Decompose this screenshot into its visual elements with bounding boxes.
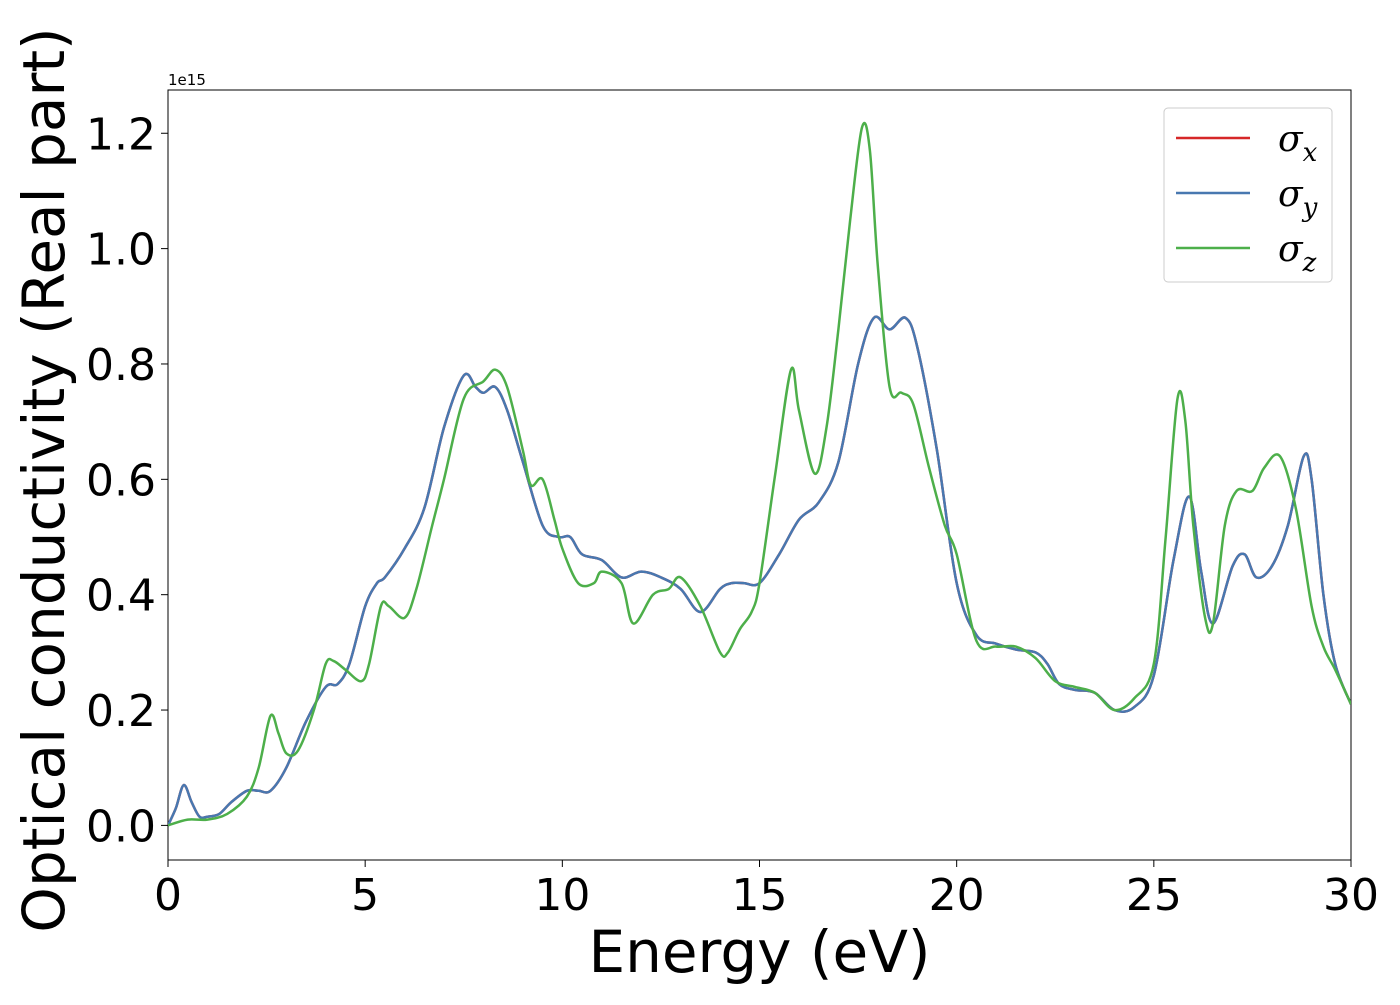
x-tick-label: 15: [732, 870, 788, 921]
y-tick-label: 0.0: [86, 801, 156, 852]
legend-box: [1163, 107, 1333, 283]
y-tick-label: 1.0: [86, 225, 156, 276]
y-offset-label: 1e15: [168, 71, 206, 89]
series-line-z: [168, 121, 1351, 827]
x-tick-label: 25: [1126, 870, 1182, 921]
legend-label-x: σx: [1278, 119, 1318, 168]
x-axis: 0 5 10 15 20 25 30: [154, 860, 1379, 921]
legend-label-z: σz: [1278, 229, 1317, 278]
x-tick-label: 20: [929, 870, 985, 921]
y-axis: 0.0 0.2 0.4 0.6 0.8 1.0 1.2: [86, 109, 168, 852]
y-tick-label: 0.2: [86, 686, 156, 737]
series-layer: [168, 121, 1351, 827]
x-tick-label: 30: [1323, 870, 1379, 921]
legend: σx σy σz: [1163, 107, 1333, 283]
y-tick-label: 0.8: [86, 340, 156, 391]
x-axis-title: Energy (eV): [588, 918, 930, 986]
x-tick-label: 5: [351, 870, 379, 921]
legend-label-y: σy: [1278, 174, 1318, 223]
x-tick-label: 10: [534, 870, 590, 921]
y-tick-label: 0.6: [86, 455, 156, 506]
y-tick-label: 1.2: [86, 109, 156, 160]
x-tick-label: 0: [154, 870, 182, 921]
y-tick-label: 0.4: [86, 571, 156, 622]
y-axis-title: Optical conductivity (Real part): [10, 27, 78, 932]
series-line-x: [168, 315, 1351, 826]
series-line-y: [168, 315, 1351, 826]
